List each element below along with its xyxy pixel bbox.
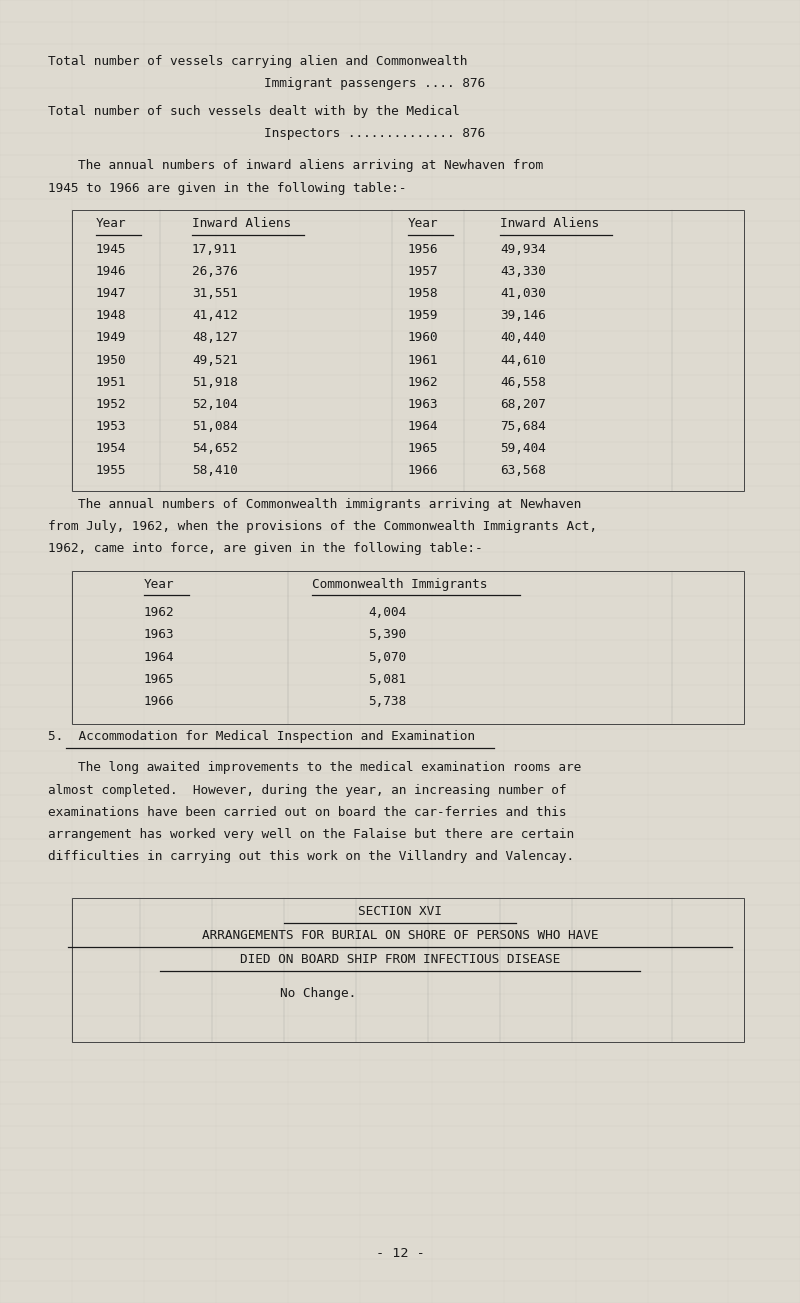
Text: 41,030: 41,030 <box>500 287 546 300</box>
Text: 1958: 1958 <box>408 287 438 300</box>
Text: 1966: 1966 <box>144 694 174 708</box>
Text: 51,084: 51,084 <box>192 420 238 433</box>
Text: 46,558: 46,558 <box>500 375 546 388</box>
Text: 26,376: 26,376 <box>192 265 238 278</box>
Bar <box>72 571 744 724</box>
Text: Year: Year <box>144 577 174 590</box>
Text: 43,330: 43,330 <box>500 265 546 278</box>
Text: Inward Aliens: Inward Aliens <box>192 216 291 229</box>
Text: 5,738: 5,738 <box>368 694 406 708</box>
Text: Total number of such vessels dealt with by the Medical: Total number of such vessels dealt with … <box>48 104 460 117</box>
Text: 44,610: 44,610 <box>500 353 546 366</box>
Text: No Change.: No Change. <box>280 986 356 999</box>
Text: 1964: 1964 <box>144 650 174 663</box>
Text: 49,521: 49,521 <box>192 353 238 366</box>
Text: Commonwealth Immigrants: Commonwealth Immigrants <box>312 577 487 590</box>
Text: 1953: 1953 <box>96 420 126 433</box>
Text: DIED ON BOARD SHIP FROM INFECTIOUS DISEASE: DIED ON BOARD SHIP FROM INFECTIOUS DISEA… <box>240 952 560 966</box>
Text: Inward Aliens: Inward Aliens <box>500 216 599 229</box>
Text: Immigrant passengers .... 876: Immigrant passengers .... 876 <box>264 77 485 90</box>
Text: 1947: 1947 <box>96 287 126 300</box>
Text: 1963: 1963 <box>144 628 174 641</box>
Text: 4,004: 4,004 <box>368 606 406 619</box>
Text: 68,207: 68,207 <box>500 397 546 410</box>
Text: 1950: 1950 <box>96 353 126 366</box>
Text: 1948: 1948 <box>96 309 126 322</box>
Text: 63,568: 63,568 <box>500 464 546 477</box>
Text: The annual numbers of inward aliens arriving at Newhaven from: The annual numbers of inward aliens arri… <box>78 159 542 172</box>
Text: 1964: 1964 <box>408 420 438 433</box>
Text: arrangement has worked very well on the Falaise but there are certain: arrangement has worked very well on the … <box>48 827 574 840</box>
Text: 1959: 1959 <box>408 309 438 322</box>
Text: 75,684: 75,684 <box>500 420 546 433</box>
Text: 1965: 1965 <box>144 672 174 685</box>
Text: 1962: 1962 <box>408 375 438 388</box>
Text: 39,146: 39,146 <box>500 309 546 322</box>
Text: 5,081: 5,081 <box>368 672 406 685</box>
Text: examinations have been carried out on board the car-ferries and this: examinations have been carried out on bo… <box>48 805 566 818</box>
Bar <box>72 898 744 1042</box>
Text: from July, 1962, when the provisions of the Commonwealth Immigrants Act,: from July, 1962, when the provisions of … <box>48 520 597 533</box>
Text: 1945: 1945 <box>96 242 126 255</box>
Text: 54,652: 54,652 <box>192 442 238 455</box>
Text: 1946: 1946 <box>96 265 126 278</box>
Text: 41,412: 41,412 <box>192 309 238 322</box>
Text: ARRANGEMENTS FOR BURIAL ON SHORE OF PERSONS WHO HAVE: ARRANGEMENTS FOR BURIAL ON SHORE OF PERS… <box>202 929 598 942</box>
Text: 58,410: 58,410 <box>192 464 238 477</box>
Text: Total number of vessels carrying alien and Commonwealth: Total number of vessels carrying alien a… <box>48 55 467 68</box>
Text: Year: Year <box>408 216 438 229</box>
Text: 5,390: 5,390 <box>368 628 406 641</box>
Text: The long awaited improvements to the medical examination rooms are: The long awaited improvements to the med… <box>78 761 581 774</box>
Text: 1951: 1951 <box>96 375 126 388</box>
Text: 1965: 1965 <box>408 442 438 455</box>
Text: 5.  Accommodation for Medical Inspection and Examination: 5. Accommodation for Medical Inspection … <box>48 730 475 743</box>
Text: 59,404: 59,404 <box>500 442 546 455</box>
Text: 51,918: 51,918 <box>192 375 238 388</box>
Text: 17,911: 17,911 <box>192 242 238 255</box>
Text: 40,440: 40,440 <box>500 331 546 344</box>
Text: 1961: 1961 <box>408 353 438 366</box>
Text: difficulties in carrying out this work on the Villandry and Valencay.: difficulties in carrying out this work o… <box>48 850 574 863</box>
Text: 31,551: 31,551 <box>192 287 238 300</box>
Text: 1955: 1955 <box>96 464 126 477</box>
Text: 1956: 1956 <box>408 242 438 255</box>
Text: 1966: 1966 <box>408 464 438 477</box>
Text: 1962: 1962 <box>144 606 174 619</box>
Text: 1949: 1949 <box>96 331 126 344</box>
Text: 1963: 1963 <box>408 397 438 410</box>
Text: Year: Year <box>96 216 126 229</box>
Text: 1962, came into force, are given in the following table:-: 1962, came into force, are given in the … <box>48 542 482 555</box>
Bar <box>72 210 744 491</box>
Text: 48,127: 48,127 <box>192 331 238 344</box>
Text: 52,104: 52,104 <box>192 397 238 410</box>
Text: 1945 to 1966 are given in the following table:-: 1945 to 1966 are given in the following … <box>48 181 406 194</box>
Text: 1960: 1960 <box>408 331 438 344</box>
Text: 1957: 1957 <box>408 265 438 278</box>
Text: 1954: 1954 <box>96 442 126 455</box>
Text: The annual numbers of Commonwealth immigrants arriving at Newhaven: The annual numbers of Commonwealth immig… <box>78 498 581 511</box>
Text: SECTION XVI: SECTION XVI <box>358 904 442 917</box>
Text: 1952: 1952 <box>96 397 126 410</box>
Text: Inspectors .............. 876: Inspectors .............. 876 <box>264 126 485 139</box>
Text: 49,934: 49,934 <box>500 242 546 255</box>
Text: almost completed.  However, during the year, an increasing number of: almost completed. However, during the ye… <box>48 783 566 796</box>
Text: - 12 -: - 12 - <box>376 1247 424 1260</box>
Text: 5,070: 5,070 <box>368 650 406 663</box>
